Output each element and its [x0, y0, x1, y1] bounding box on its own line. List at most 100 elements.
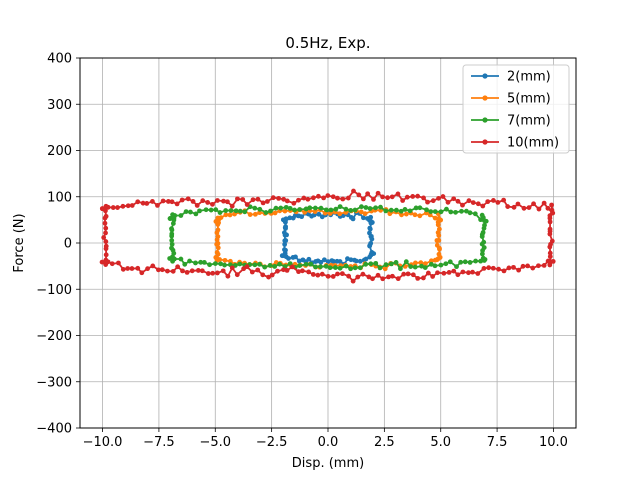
data-point — [305, 196, 311, 202]
data-point — [187, 258, 192, 264]
data-point — [103, 230, 108, 236]
data-point — [316, 211, 322, 217]
data-point — [444, 206, 449, 212]
data-point — [308, 261, 314, 267]
data-point — [125, 203, 131, 209]
data-point — [339, 271, 345, 277]
y-tick-label: −300 — [36, 375, 72, 390]
data-point — [178, 213, 184, 218]
data-point — [337, 204, 343, 210]
data-point — [464, 208, 469, 214]
data-point — [536, 206, 542, 212]
data-point — [371, 197, 376, 202]
data-point — [520, 263, 526, 269]
series-2 — [167, 204, 489, 272]
data-point — [194, 203, 200, 208]
data-point — [415, 275, 421, 281]
data-point — [413, 205, 419, 211]
legend-label: 2(mm) — [507, 70, 551, 85]
data-point — [432, 263, 438, 269]
data-point — [287, 205, 293, 211]
data-point — [547, 215, 553, 221]
data-point — [505, 204, 511, 209]
data-point — [333, 265, 338, 270]
data-point — [175, 264, 181, 270]
data-point — [460, 202, 465, 208]
data-point — [350, 216, 356, 222]
data-point — [348, 208, 354, 213]
legend-marker — [482, 117, 488, 123]
data-point — [440, 194, 446, 199]
series-layer — [99, 188, 556, 284]
data-point — [311, 195, 316, 201]
data-point — [312, 209, 318, 214]
data-point — [425, 270, 431, 276]
data-point — [459, 208, 464, 214]
data-point — [313, 264, 318, 270]
data-point — [362, 211, 368, 217]
data-point — [455, 198, 461, 204]
data-point — [297, 263, 303, 268]
data-point — [212, 261, 218, 266]
data-point — [453, 209, 458, 215]
data-point — [370, 276, 375, 282]
data-point — [135, 265, 141, 271]
data-point — [272, 210, 278, 216]
data-point — [321, 257, 327, 263]
chart-title: 0.5Hz, Exp. — [285, 34, 370, 52]
data-point — [116, 260, 121, 266]
data-point — [417, 213, 423, 219]
data-point — [550, 259, 556, 264]
data-point — [458, 259, 464, 265]
data-point — [169, 241, 175, 247]
data-point — [501, 197, 507, 203]
data-point — [257, 206, 263, 212]
data-point — [140, 200, 146, 206]
data-point — [373, 260, 379, 266]
data-point — [277, 261, 282, 267]
data-point — [235, 196, 240, 202]
data-point — [435, 270, 440, 276]
data-point — [325, 273, 331, 279]
data-point — [284, 267, 290, 273]
legend-entries: 2(mm) 5(mm) 7(mm) 10(mm) — [471, 70, 559, 151]
data-point — [395, 191, 401, 197]
data-point — [225, 273, 231, 279]
data-point — [438, 209, 444, 215]
data-point — [549, 207, 555, 213]
data-point — [189, 268, 195, 274]
data-point — [345, 195, 351, 201]
data-point — [237, 208, 243, 214]
data-point — [184, 269, 190, 275]
data-point — [120, 266, 126, 272]
data-point — [169, 226, 174, 232]
data-point — [460, 269, 466, 275]
data-point — [480, 248, 485, 253]
data-point — [496, 266, 501, 272]
data-point — [467, 210, 473, 216]
data-point — [296, 258, 302, 264]
data-point — [315, 272, 321, 278]
data-point — [103, 262, 109, 267]
data-point — [368, 220, 374, 226]
data-point — [408, 264, 414, 269]
data-point — [445, 199, 451, 205]
legend-label: 5(mm) — [507, 92, 551, 107]
data-point — [369, 236, 375, 242]
data-point — [385, 195, 390, 201]
data-point — [447, 259, 453, 265]
data-point — [272, 264, 278, 269]
x-tick-label: 7.5 — [487, 435, 508, 450]
data-point — [160, 198, 166, 204]
data-point — [290, 255, 296, 260]
data-point — [325, 259, 331, 264]
data-point — [330, 194, 336, 200]
data-point — [223, 208, 229, 213]
data-point — [169, 199, 175, 205]
data-point — [195, 268, 201, 273]
data-point — [266, 274, 272, 280]
data-point — [208, 207, 214, 213]
data-point — [343, 206, 349, 212]
data-point — [193, 260, 198, 266]
data-point — [242, 209, 248, 215]
